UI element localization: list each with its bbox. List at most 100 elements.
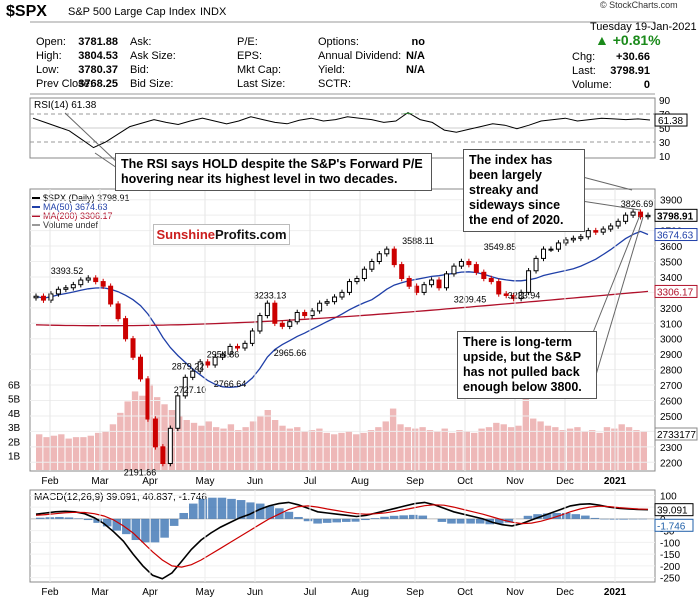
macd-histogram-bar xyxy=(313,518,322,524)
candle-body xyxy=(63,287,69,290)
macd-x-tick: Mar xyxy=(91,587,109,598)
quote-label: High: xyxy=(36,50,62,62)
quote-label: EPS: xyxy=(237,50,262,62)
macd-histogram-bar xyxy=(36,517,45,519)
macd-histogram-bar xyxy=(561,512,571,519)
macd-histogram-bar xyxy=(619,518,628,520)
chart-header: $SPX S&P 500 Large Cap Index INDX © Stoc… xyxy=(6,0,697,33)
volume-bar xyxy=(345,431,353,470)
rsi-tick-label: 10 xyxy=(659,152,671,163)
candle-body xyxy=(182,376,188,397)
volume-bar xyxy=(426,430,434,470)
quote-value: 3804.53 xyxy=(78,50,118,62)
candle-body xyxy=(563,239,569,244)
candle-body xyxy=(511,294,517,300)
volume-bar xyxy=(581,431,589,470)
watermark: © StockCharts.com xyxy=(600,0,678,10)
price-tick-label: 3500 xyxy=(660,258,683,269)
volume-bar xyxy=(161,404,168,470)
price-x-tick: Jul xyxy=(304,476,317,487)
legend-entry: Volume undef xyxy=(43,220,99,230)
candle-body xyxy=(40,295,46,301)
volume-bar xyxy=(212,427,220,470)
macd-line xyxy=(35,501,649,580)
volume-bar xyxy=(183,420,190,470)
candle-body xyxy=(361,268,367,279)
volume-bar xyxy=(58,434,65,470)
volume-bar xyxy=(596,432,603,470)
macd-histogram-bar xyxy=(102,518,112,527)
price-annotation: 2879.22 xyxy=(172,361,205,371)
macd-histogram-bar xyxy=(160,518,169,538)
price-tick-label: 3400 xyxy=(660,273,683,284)
price-last-box xyxy=(654,427,698,441)
candle-body xyxy=(585,230,591,238)
candle-body xyxy=(100,281,106,287)
candle-body xyxy=(541,248,547,259)
candle-body xyxy=(324,301,330,304)
candle-body xyxy=(160,446,166,465)
price-last-box xyxy=(654,284,698,298)
rsi-last-label: 61.38 xyxy=(658,116,683,127)
macd-histogram-bar xyxy=(351,518,361,522)
macd-histogram-bar xyxy=(189,503,198,519)
candle-body xyxy=(473,264,479,273)
macd-histogram-bar xyxy=(236,500,246,519)
macd-histogram-bar xyxy=(609,518,619,520)
candle-body xyxy=(55,288,61,295)
volume-bar xyxy=(124,401,131,470)
volume-bar xyxy=(139,395,146,470)
index-name: S&P 500 Large Cap Index xyxy=(68,6,196,18)
candle-body xyxy=(548,248,554,251)
volume-bar xyxy=(72,437,80,470)
price-tick-label: 2500 xyxy=(660,412,683,423)
price-x-tick: Nov xyxy=(506,476,524,487)
price-tick-label: 2300 xyxy=(660,443,683,454)
macd-histogram-bar xyxy=(294,516,303,519)
macd-histogram-bar xyxy=(141,518,150,543)
price-annotation: 2965.66 xyxy=(274,348,307,358)
volume-bar xyxy=(257,415,264,470)
price-annotation: 2766.64 xyxy=(214,379,247,389)
price-tick-label: 3600 xyxy=(660,242,683,253)
rsi-callout-text: The RSI says HOLD despite the S&P's Forw… xyxy=(121,157,423,186)
candle-body xyxy=(451,265,457,275)
price-last-label: 2733177 xyxy=(657,430,696,441)
rsi-last-box xyxy=(654,113,688,127)
candle-body xyxy=(130,338,136,358)
macd-histogram-bar xyxy=(342,518,351,522)
volume-label: Volume: xyxy=(572,79,612,91)
volume-bar xyxy=(552,427,559,470)
volume-bar xyxy=(589,430,596,470)
volume-bar xyxy=(131,391,139,470)
volume-bar xyxy=(279,425,286,470)
candle-body xyxy=(317,302,323,312)
candle-body xyxy=(332,296,338,303)
quote-label: Ask: xyxy=(130,36,151,48)
macd-histogram-bar xyxy=(408,514,418,519)
macd-histogram-bar xyxy=(217,497,227,519)
candles xyxy=(33,209,651,467)
quote-label: Annual Dividend: xyxy=(318,50,401,62)
candle-body xyxy=(48,293,54,301)
quote-label: P/E: xyxy=(237,36,258,48)
moving-averages xyxy=(35,230,649,389)
price-tick-label: 2600 xyxy=(660,397,683,408)
volume-bar xyxy=(249,421,257,470)
macd-histogram-bar xyxy=(246,502,255,519)
quote-label: Ask Size: xyxy=(130,50,176,62)
candle-body xyxy=(145,378,151,420)
candle-body xyxy=(279,322,285,327)
price-x-tick: 2021 xyxy=(604,476,627,487)
candle-body xyxy=(399,264,405,279)
candle-body xyxy=(630,211,636,216)
macd-x-tick: Nov xyxy=(506,587,524,598)
volume-bar xyxy=(478,428,485,470)
symbol: $SPX xyxy=(6,3,47,20)
candle-body xyxy=(212,356,218,366)
upside-callout: There is long-term upside, but the S&P h… xyxy=(457,331,597,399)
signal-line xyxy=(35,504,649,568)
price-annotation: 2727.10 xyxy=(174,385,207,395)
legend-entry: MA(50) 3674.63 xyxy=(43,202,108,212)
